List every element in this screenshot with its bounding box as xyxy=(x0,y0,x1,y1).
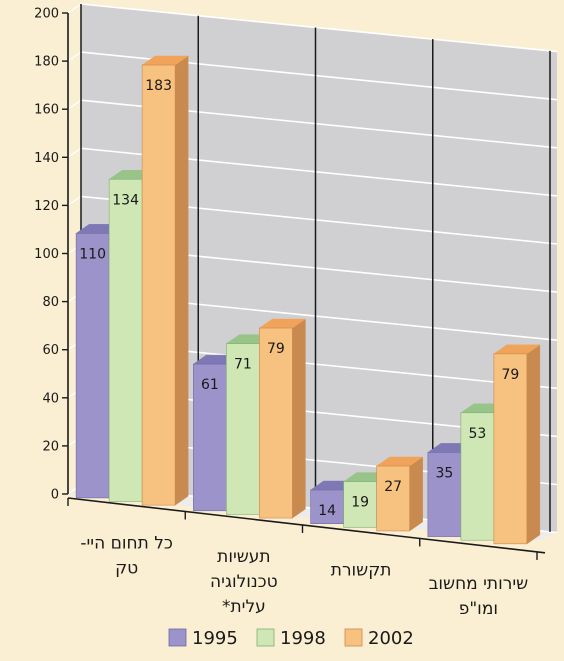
y-tick-label: 60 xyxy=(42,343,59,358)
x-tick-label: תקשורת xyxy=(331,561,392,581)
x-tick-label: תעשיות xyxy=(217,547,270,567)
x-axis xyxy=(67,497,546,554)
bar-2002 xyxy=(141,64,176,506)
gridline-diagonal xyxy=(67,195,82,206)
data-label: 183 xyxy=(145,78,172,94)
bar-2002 xyxy=(493,353,528,545)
x-tick-label: טכנולוגיה xyxy=(210,572,278,592)
y-tick-label: 160 xyxy=(34,103,59,118)
data-label: 61 xyxy=(201,377,219,393)
y-tick-label: 140 xyxy=(34,151,59,166)
data-label: 14 xyxy=(318,503,336,519)
bar-1995 xyxy=(193,363,227,512)
gridline-diagonal xyxy=(67,3,82,14)
legend-label: 1998 xyxy=(280,628,326,649)
y-tick-label: 120 xyxy=(34,199,59,214)
bar-1998 xyxy=(460,412,495,541)
y-tick-label: 20 xyxy=(42,439,59,454)
data-label: 79 xyxy=(501,367,519,383)
legend-swatch-1998 xyxy=(256,628,275,647)
legend-label: 2002 xyxy=(368,628,414,649)
data-label: 110 xyxy=(79,246,106,262)
bar-side-2002 xyxy=(292,318,306,519)
data-label: 53 xyxy=(468,426,486,442)
bar-1998 xyxy=(108,178,143,502)
bar-side-2002 xyxy=(526,344,541,545)
y-tick-label: 0 xyxy=(51,488,59,503)
y-tick-label: 100 xyxy=(34,247,59,262)
data-label: 79 xyxy=(267,341,285,357)
x-tick-label: עלית* xyxy=(222,597,266,617)
y-tick-label: 180 xyxy=(34,55,59,70)
gridline-diagonal xyxy=(67,147,82,158)
data-label: 71 xyxy=(234,357,252,373)
data-label: 27 xyxy=(384,479,402,495)
x-tick-label: טק xyxy=(115,559,138,579)
bar-side-2002 xyxy=(174,55,189,506)
bar-1998 xyxy=(343,481,377,528)
bar-1995 xyxy=(427,452,462,537)
bar-side-2002 xyxy=(409,456,423,532)
data-label: 35 xyxy=(435,465,453,481)
legend-swatch-2002 xyxy=(344,628,363,647)
y-tick-label: 80 xyxy=(42,295,59,310)
y-tick-label: 40 xyxy=(42,391,59,406)
gridline xyxy=(80,3,558,53)
data-label: 134 xyxy=(112,192,139,208)
legend-label: 1995 xyxy=(192,628,238,649)
gridline-diagonal xyxy=(67,51,82,62)
x-tick-label: שירותי מחשוב xyxy=(429,574,529,594)
bar-2002 xyxy=(259,327,293,519)
bar-2002 xyxy=(376,465,410,532)
y-tick-label: 200 xyxy=(34,7,59,22)
x-tick-label: כל תחום היי- xyxy=(80,534,173,554)
bar-1995 xyxy=(310,489,344,524)
legend-swatch-1995 xyxy=(168,628,187,647)
data-label: 19 xyxy=(351,495,369,511)
x-tick-label: ומו"פ xyxy=(459,599,498,619)
bar-1995 xyxy=(75,233,110,499)
gridline-diagonal xyxy=(67,99,82,110)
